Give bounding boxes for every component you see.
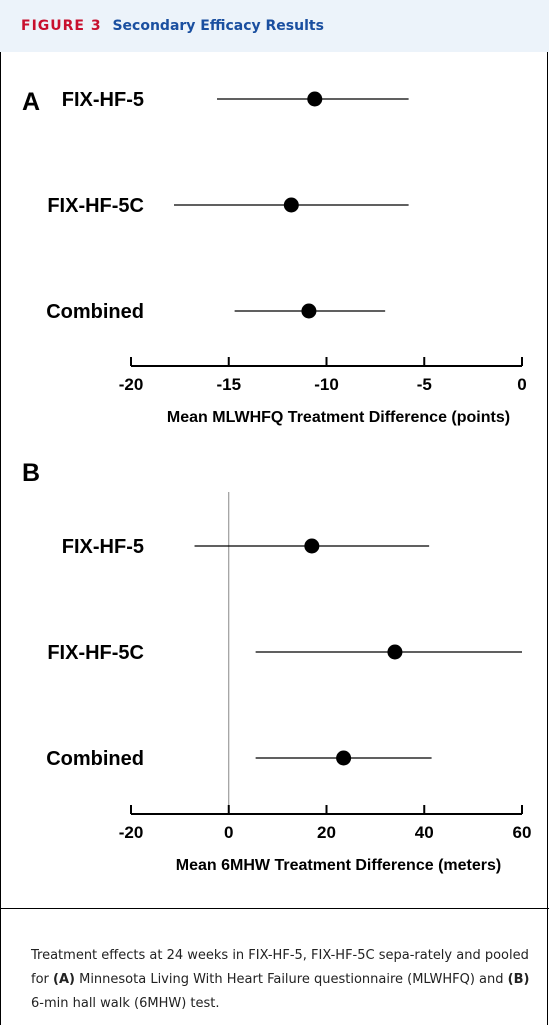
x-tick-label: 20 bbox=[317, 823, 336, 842]
x-tick-label: -10 bbox=[314, 375, 339, 394]
x-tick-label: 40 bbox=[415, 823, 434, 842]
x-tick-label: -15 bbox=[216, 375, 241, 394]
caption-bold-b: (B) bbox=[507, 972, 530, 987]
row-label: Combined bbox=[46, 301, 144, 323]
row-label: FIX-HF-5C bbox=[47, 642, 144, 664]
x-tick-label: -5 bbox=[417, 375, 432, 394]
forest-plot-figure: A FIX-HF-5 FIX-HF-5C Combined -20 -15 -10 -5 0 Me… bbox=[22, 88, 531, 874]
point-estimate bbox=[307, 91, 323, 107]
caption-text-3: 6-min hall walk (6MHW) test. bbox=[31, 996, 220, 1011]
x-tick-label: -20 bbox=[119, 375, 144, 394]
caption-bold-a: (A) bbox=[53, 972, 75, 987]
panel-a: A FIX-HF-5 FIX-HF-5C Combined -20 -15 -10 -5 0 Me… bbox=[22, 88, 527, 426]
panel-label: B bbox=[22, 459, 40, 487]
figure-label: FIGURE 3 bbox=[21, 18, 102, 34]
point-estimate bbox=[387, 644, 403, 660]
figure-header: FIGURE 3 Secondary Efficacy Results bbox=[0, 0, 549, 52]
figure-title: Secondary Efficacy Results bbox=[112, 18, 324, 34]
row-label: FIX-HF-5C bbox=[47, 195, 144, 217]
point-estimate bbox=[304, 538, 320, 554]
row-label: Combined bbox=[46, 748, 144, 770]
figure-caption: Treatment effects at 24 weeks in FIX-HF-… bbox=[31, 944, 531, 1016]
panel-label: A bbox=[22, 88, 40, 116]
x-axis-label: Mean MLWHFQ Treatment Difference (points… bbox=[167, 409, 510, 426]
x-tick-label: -20 bbox=[119, 823, 144, 842]
x-tick-label: 60 bbox=[513, 823, 532, 842]
caption-divider bbox=[0, 908, 549, 909]
panel-b: B FIX-HF-5 FIX-HF-5C Combined -20 0 20 40 60 Mean… bbox=[22, 459, 531, 874]
point-estimate bbox=[283, 197, 299, 213]
row-label: FIX-HF-5 bbox=[62, 89, 144, 111]
caption-text-2: Minnesota Living With Heart Failure ques… bbox=[74, 972, 508, 987]
x-tick-label: 0 bbox=[517, 375, 526, 394]
point-estimate bbox=[336, 750, 352, 766]
x-tick-label: 0 bbox=[224, 823, 233, 842]
point-estimate bbox=[301, 303, 317, 319]
caption-text-1: Treatment effects at 24 weeks in FIX-HF-… bbox=[31, 948, 529, 987]
row-label: FIX-HF-5 bbox=[62, 536, 144, 558]
x-axis-label: Mean 6MHW Treatment Difference (meters) bbox=[176, 857, 501, 874]
